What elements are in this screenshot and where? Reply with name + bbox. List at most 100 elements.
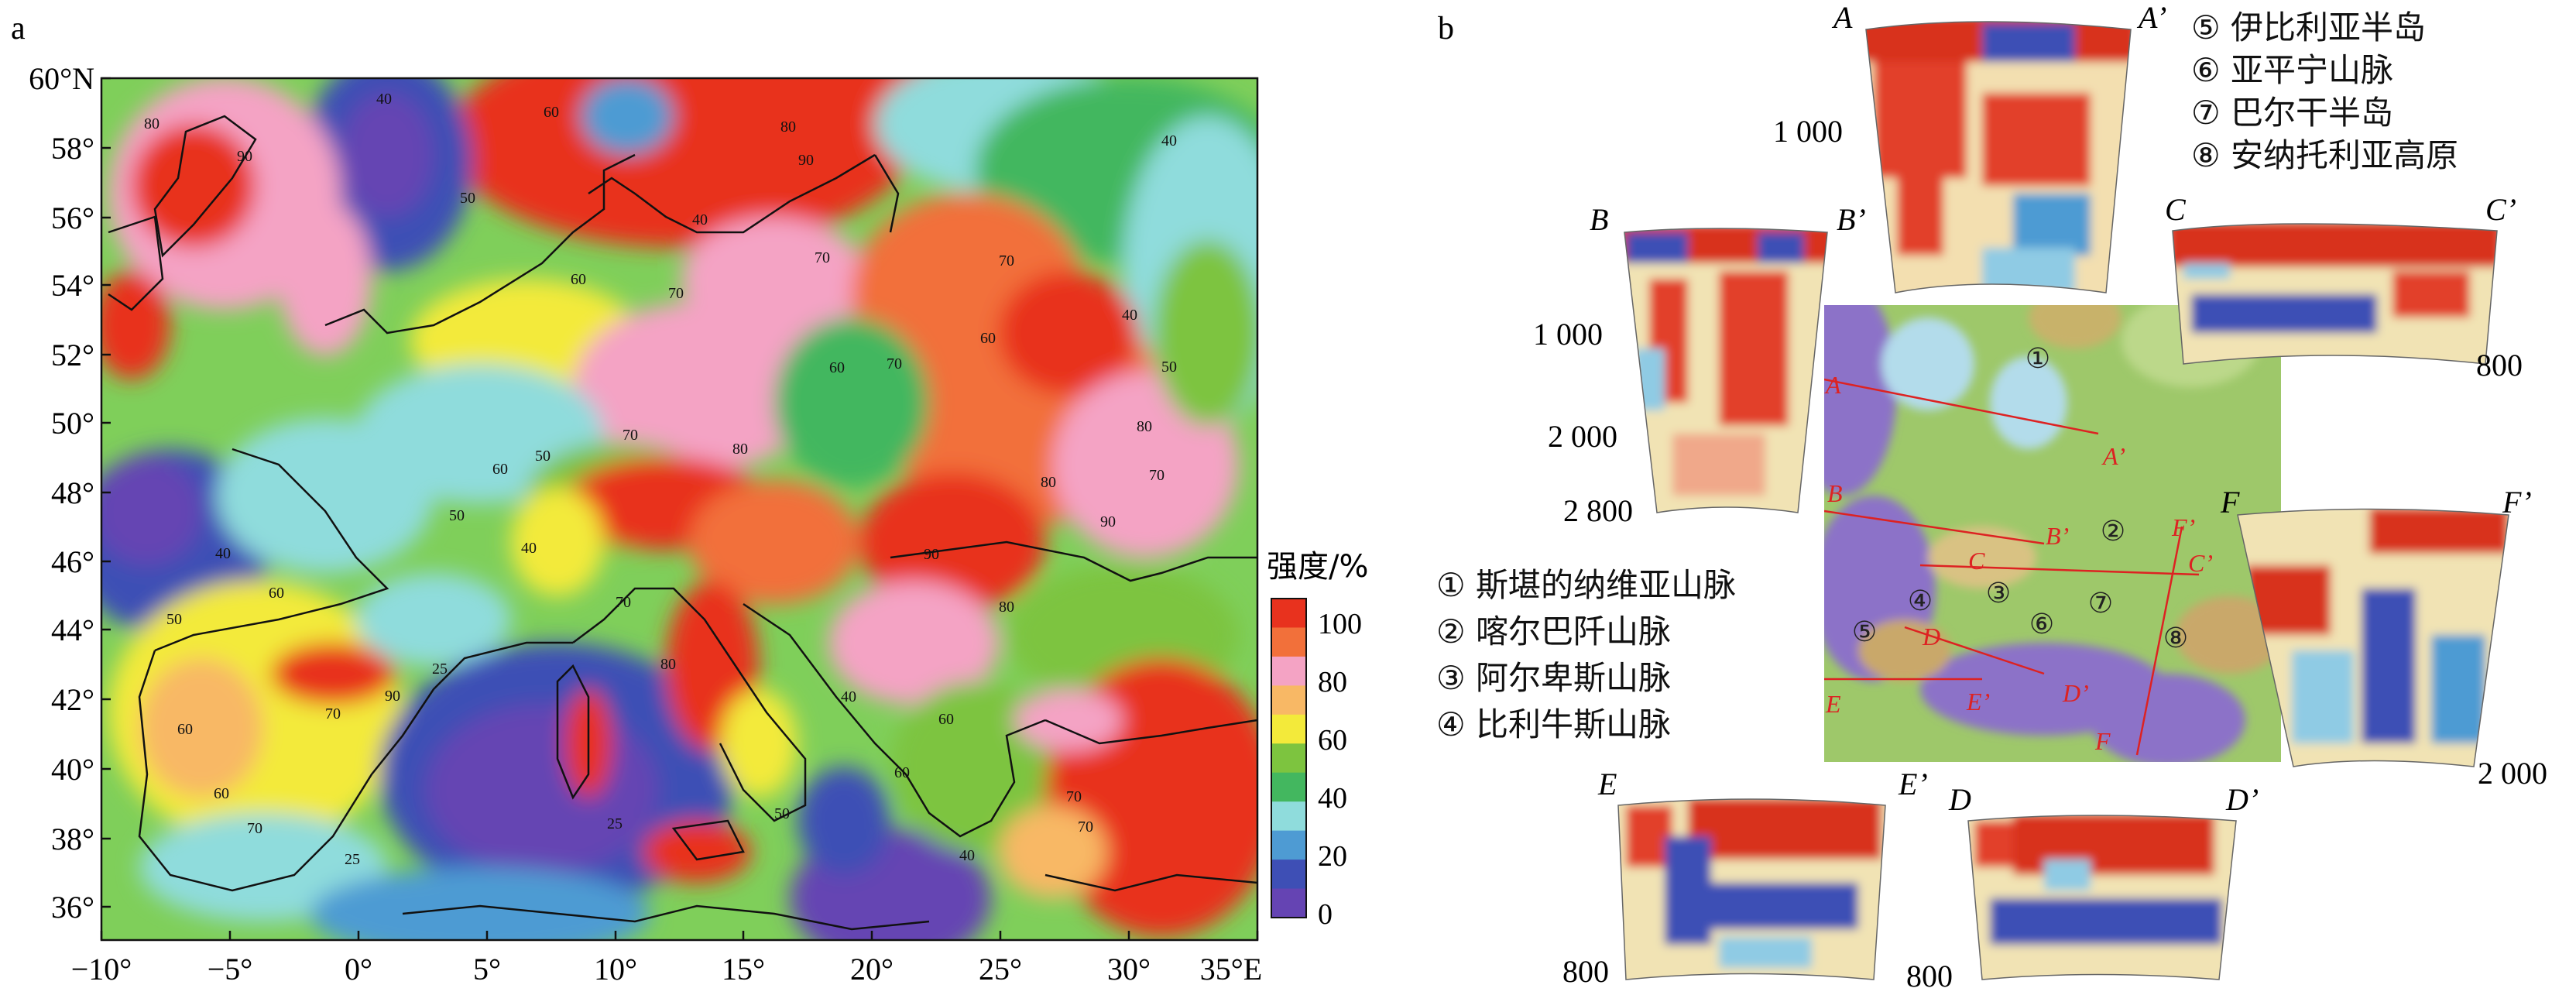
map-line-label: D	[1922, 623, 1940, 650]
map-region-number: ⑥	[2029, 609, 2054, 640]
lon-label: 5°	[473, 952, 501, 987]
contour-label: 50	[449, 507, 465, 524]
contour-label: 40	[376, 91, 392, 108]
lon-label: −5°	[208, 952, 253, 987]
contour-label: 70	[668, 285, 684, 302]
axis-ticks	[100, 77, 1259, 940]
map-region-number: ⑤	[1852, 616, 1877, 648]
depth-label: 2 800	[1563, 493, 1633, 528]
map-region-number: ③	[1986, 578, 2011, 609]
lat-label: 48°	[51, 475, 94, 510]
region-legend-item: ⑧ 安纳托利亚高原	[2191, 136, 2458, 174]
contour-label: 80	[1137, 418, 1152, 435]
lat-label: 52°	[51, 338, 94, 372]
panel-a-label: a	[11, 11, 26, 46]
contour-label: 60	[269, 585, 284, 602]
map-region-number: ②	[2101, 516, 2125, 547]
contour-label: 25	[607, 815, 623, 832]
contour-label: 80	[732, 441, 748, 458]
lat-label: 54°	[51, 268, 94, 303]
map-region-numbers: ① ② ③ ④ ⑤ ⑥ ⑦ ⑧	[1852, 343, 2188, 654]
contour-label: 50	[774, 805, 790, 822]
lon-label: 25°	[979, 952, 1022, 987]
lat-label: 58°	[51, 131, 94, 166]
contour-label: 25	[432, 661, 448, 678]
section-a: A A’ 1 000	[1773, 0, 2166, 293]
lon-label: 35°E	[1200, 952, 1262, 987]
legend-ticks: 100 80 60 40 20 0	[1318, 608, 1362, 931]
contour-label: 90	[385, 688, 400, 705]
contour-label: 70	[623, 427, 638, 444]
depth-label: 1 000	[1533, 317, 1603, 352]
contour-label: 60	[544, 104, 559, 121]
legend-swatch	[1271, 772, 1306, 802]
map-line-label: B’	[2046, 522, 2069, 550]
contour-label: 70	[616, 594, 631, 611]
region-legend: ⑤ 伊比利亚半岛 ⑥ 亚平宁山脉 ⑦ 巴尔干半岛 ⑧ 安纳托利亚高原 ① 斯堪的…	[1436, 9, 2458, 743]
contour-label: 70	[1078, 818, 1093, 836]
section-label: D	[1948, 782, 1971, 817]
depth-label: 1 000	[1773, 114, 1843, 149]
legend-swatch	[1271, 801, 1306, 832]
contour-label: 90	[924, 546, 939, 563]
contour-label: 40	[215, 545, 231, 562]
depth-label: 2 000	[2478, 756, 2547, 791]
contour-label: 80	[660, 656, 676, 673]
map-region-number: ①	[2025, 343, 2050, 375]
contour-label: 40	[692, 211, 708, 228]
legend-tick: 20	[1318, 840, 1347, 873]
lat-label: 60°N	[29, 61, 94, 96]
map-line-label: C’	[2188, 549, 2213, 577]
region-legend-item: ⑦ 巴尔干半岛	[2191, 94, 2393, 132]
legend-swatch	[1271, 714, 1306, 744]
contour-label: 50	[166, 611, 182, 628]
section-e: E E’ 800	[1562, 767, 1928, 989]
legend-tick: 60	[1318, 724, 1347, 757]
legend-tick: 40	[1318, 782, 1347, 815]
depth-label: 800	[2476, 348, 2523, 383]
contour-label: 60	[177, 721, 193, 738]
contour-label: 80	[144, 115, 159, 132]
section-label: F’	[2502, 485, 2532, 520]
map-line-label: E	[1825, 690, 1841, 718]
lon-label: 15°	[722, 952, 765, 987]
map-line-label: F’	[2171, 513, 2195, 541]
contour-label: 50	[535, 448, 551, 465]
section-d: D D’ 800	[1906, 782, 2259, 993]
section-label: A	[1831, 0, 1853, 35]
contour-label: 90	[1100, 513, 1116, 530]
contour-label: 60	[894, 764, 910, 781]
contour-label: 60	[938, 711, 954, 728]
panel-b-label: b	[1438, 11, 1454, 46]
region-legend-item: ⑤ 伊比利亚半岛	[2191, 9, 2426, 46]
lat-label: 42°	[51, 682, 94, 717]
relief-map: ① ② ③ ④ ⑤ ⑥ ⑦ ⑧ A A’ B B’ C C’ D D’ E E’…	[1824, 305, 2281, 762]
region-legend-item: ④ 比利牛斯山脉	[1436, 705, 1671, 743]
contour-label: 70	[1066, 788, 1082, 805]
contour-label: 60	[829, 359, 845, 376]
contour-label: 70	[887, 355, 902, 372]
section-label: C	[2165, 192, 2187, 227]
map-line-label: D’	[2062, 679, 2089, 707]
contour-label: 25	[345, 851, 360, 868]
section-label: B’	[1837, 202, 1866, 237]
contour-label: 40	[841, 688, 856, 705]
contour-label: 40	[1161, 132, 1177, 149]
contour-label: 60	[980, 330, 996, 347]
map-line-label: B	[1827, 479, 1843, 507]
legend-swatch	[1271, 860, 1306, 890]
contour-label: 50	[460, 190, 475, 207]
contour-label: 40	[1122, 307, 1137, 324]
color-legend	[1271, 599, 1306, 918]
contour-label: 60	[571, 271, 586, 288]
map-region-number: ④	[1908, 585, 1933, 617]
lon-label: 0°	[345, 952, 372, 987]
depth-label: 2 000	[1548, 419, 1617, 454]
map-line-label: E’	[1966, 688, 1990, 715]
legend-swatch	[1271, 656, 1306, 686]
legend-swatch	[1271, 830, 1306, 860]
legend-tick: 80	[1318, 666, 1347, 698]
legend-frame	[1271, 598, 1307, 918]
legend-swatch	[1271, 627, 1306, 657]
